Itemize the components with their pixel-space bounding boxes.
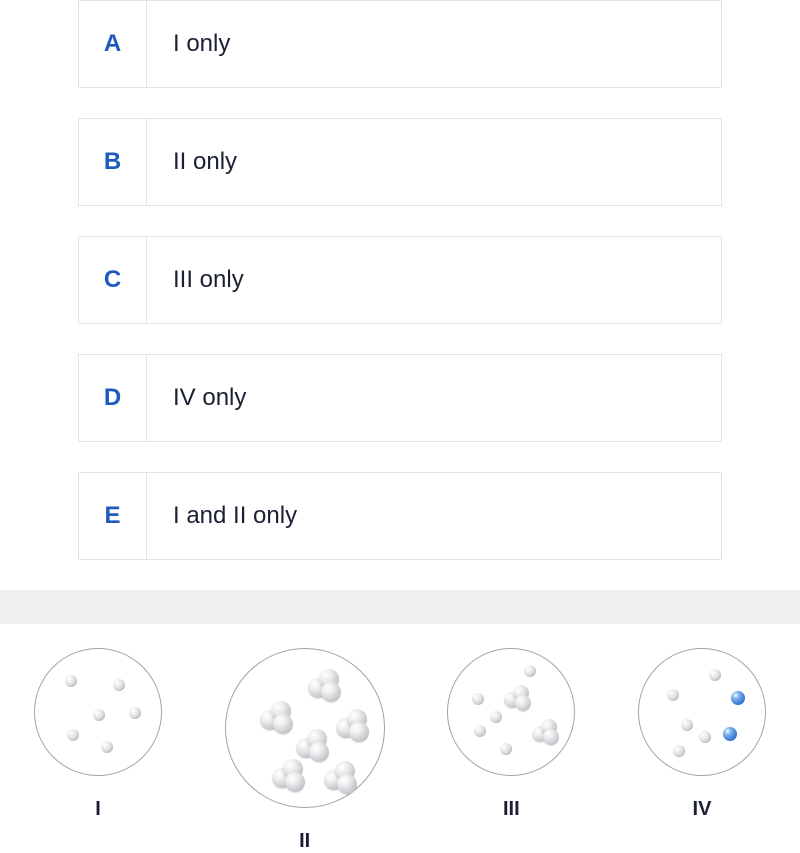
option-letter: B bbox=[104, 148, 121, 176]
particle-blue bbox=[723, 727, 737, 741]
particle-grey bbox=[113, 679, 125, 691]
option-letter-cell: E bbox=[79, 473, 147, 559]
option-d[interactable]: D IV only bbox=[78, 354, 722, 442]
option-letter: D bbox=[104, 384, 121, 412]
option-letter-cell: D bbox=[79, 355, 147, 441]
option-text: III only bbox=[147, 237, 721, 323]
diagram-i bbox=[34, 648, 162, 776]
diagram-iv bbox=[638, 648, 766, 776]
particle-grey bbox=[490, 711, 502, 723]
option-text: II only bbox=[147, 119, 721, 205]
option-text: I and II only bbox=[147, 473, 721, 559]
option-letter: E bbox=[104, 502, 120, 530]
option-text: I only bbox=[147, 1, 721, 87]
diagram-iii-label: III bbox=[503, 798, 520, 821]
particle-grey bbox=[673, 745, 685, 757]
option-text: IV only bbox=[147, 355, 721, 441]
option-letter: C bbox=[104, 266, 121, 294]
particle-grey bbox=[524, 665, 536, 677]
option-a[interactable]: A I only bbox=[78, 0, 722, 88]
particle-grey bbox=[93, 709, 105, 721]
diagram-iv-col: IV bbox=[638, 648, 766, 821]
particle-grey bbox=[500, 743, 512, 755]
particle-grey bbox=[709, 669, 721, 681]
option-letter-cell: C bbox=[79, 237, 147, 323]
diagram-ii bbox=[225, 648, 385, 808]
diagram-iii bbox=[447, 648, 575, 776]
diagram-ii-label: II bbox=[299, 830, 310, 853]
particle-grey bbox=[101, 741, 113, 753]
section-separator bbox=[0, 590, 800, 624]
diagram-iii-col: III bbox=[447, 648, 575, 821]
particle-grey bbox=[65, 675, 77, 687]
particle-grey bbox=[472, 693, 484, 705]
diagram-i-label: I bbox=[95, 798, 101, 821]
option-letter: A bbox=[104, 30, 121, 58]
option-letter-cell: B bbox=[79, 119, 147, 205]
option-c[interactable]: C III only bbox=[78, 236, 722, 324]
particle-grey bbox=[681, 719, 693, 731]
diagram-ii-col: II bbox=[225, 648, 385, 853]
diagram-i-col: I bbox=[34, 648, 162, 821]
options-list: A I only B II only C III only D IV only … bbox=[0, 0, 800, 560]
particle-blue bbox=[731, 691, 745, 705]
option-letter-cell: A bbox=[79, 1, 147, 87]
particle-grey bbox=[67, 729, 79, 741]
option-e[interactable]: E I and II only bbox=[78, 472, 722, 560]
particle-grey bbox=[129, 707, 141, 719]
diagram-iv-label: IV bbox=[693, 798, 712, 821]
particle-grey bbox=[699, 731, 711, 743]
particle-grey bbox=[474, 725, 486, 737]
option-b[interactable]: B II only bbox=[78, 118, 722, 206]
quiz-container: A I only B II only C III only D IV only … bbox=[0, 0, 800, 851]
particle-grey bbox=[667, 689, 679, 701]
diagrams-row: I II III IV bbox=[0, 624, 800, 853]
